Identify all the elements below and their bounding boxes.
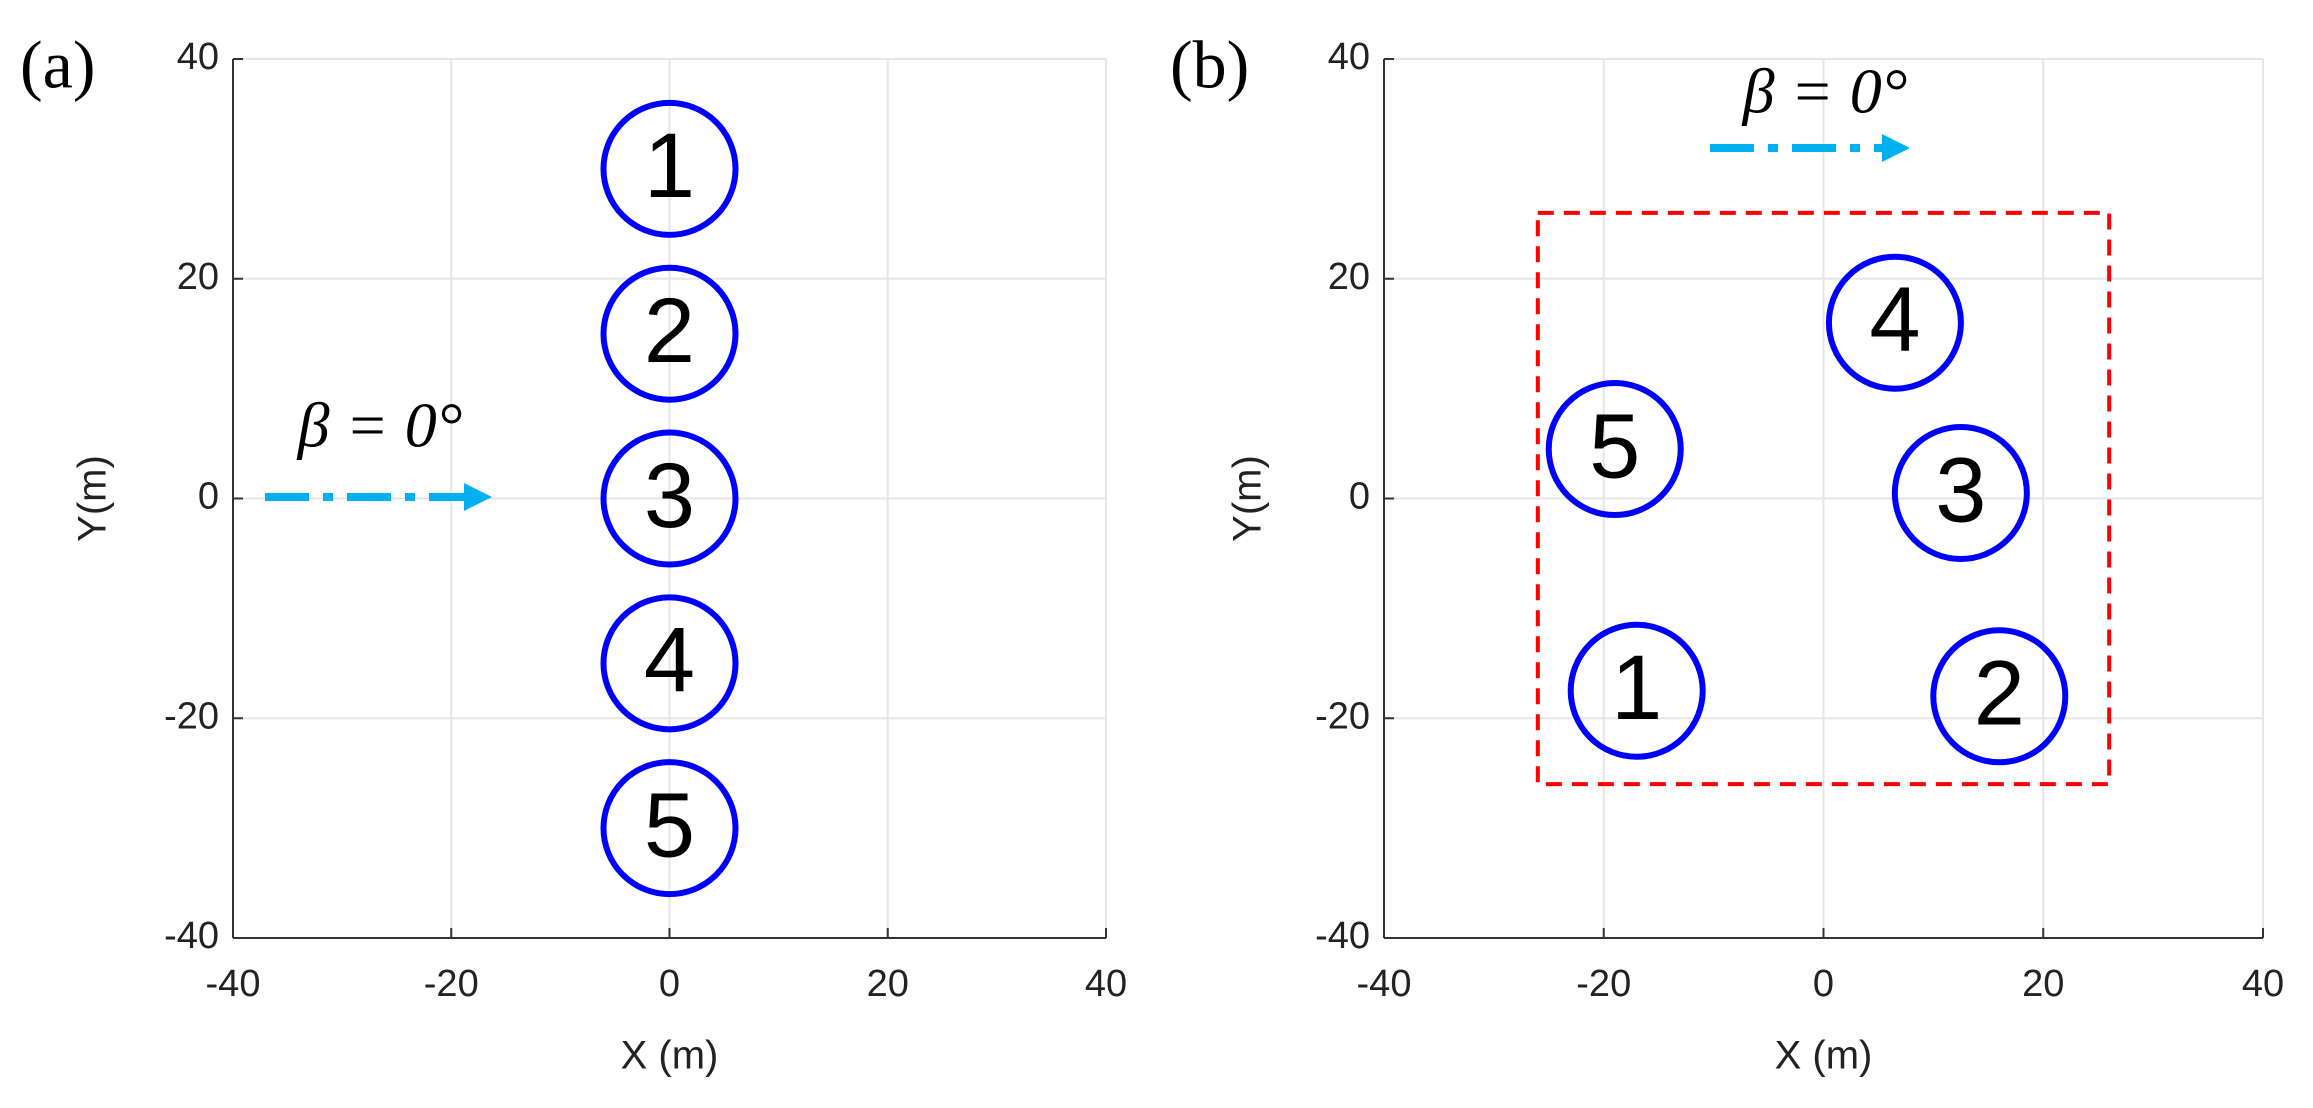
y-tick-label: -40 <box>1315 915 1370 957</box>
y-tick-label: 40 <box>177 36 219 78</box>
y-tick-label: 0 <box>198 476 219 518</box>
wind-arrow-head <box>1882 134 1910 162</box>
x-tick-label: 20 <box>2022 963 2064 1005</box>
turbine-label: 5 <box>1589 395 1640 497</box>
turbine <box>1825 253 1964 392</box>
y-tick-label: -20 <box>164 695 219 737</box>
turbine-label: 1 <box>1611 637 1662 739</box>
turbine <box>1567 621 1706 760</box>
y-tick-label: 20 <box>177 256 219 298</box>
x-axis-label: X (m) <box>621 1034 719 1078</box>
y-tick-label: 20 <box>1328 256 1370 298</box>
x-tick-label: -20 <box>424 963 479 1005</box>
turbine <box>600 759 739 898</box>
x-tick-label: -20 <box>1576 963 1631 1005</box>
y-axis-label: Y(m) <box>71 455 115 542</box>
turbine <box>600 99 739 238</box>
y-axis-label: Y(m) <box>1226 455 1270 542</box>
x-tick-label: -40 <box>206 963 261 1005</box>
turbine <box>600 264 739 403</box>
annotation: β = 0° <box>296 390 463 461</box>
annotation: β = 0° <box>1741 56 1908 127</box>
y-tick-label: 40 <box>1328 36 1370 78</box>
turbine-label: 2 <box>1974 643 2025 745</box>
turbine-label: 1 <box>644 115 695 217</box>
turbine <box>1930 627 2069 766</box>
x-tick-label: 40 <box>2242 963 2284 1005</box>
turbine <box>600 429 739 568</box>
turbine-label: 4 <box>1869 269 1920 371</box>
turbine <box>600 594 739 733</box>
turbine-label: 2 <box>644 280 695 382</box>
x-tick-label: 20 <box>867 963 909 1005</box>
panel-label: (b) <box>1170 27 1249 103</box>
turbine-label: 3 <box>644 445 695 547</box>
wind-arrow-head <box>464 483 492 511</box>
x-tick-label: -40 <box>1357 963 1412 1005</box>
turbine <box>1891 424 2030 563</box>
x-tick-label: 0 <box>1813 963 1834 1005</box>
turbine-label: 5 <box>644 774 695 876</box>
y-tick-label: 0 <box>1349 476 1370 518</box>
turbine-label: 4 <box>644 610 695 712</box>
x-axis-label: X (m) <box>1775 1034 1873 1078</box>
panel-label: (a) <box>20 27 95 103</box>
x-tick-label: 0 <box>659 963 680 1005</box>
x-tick-label: 40 <box>1085 963 1127 1005</box>
y-tick-label: -40 <box>164 915 219 957</box>
turbine <box>1545 380 1684 519</box>
turbine-label: 3 <box>1935 439 1986 541</box>
y-tick-label: -20 <box>1315 695 1370 737</box>
